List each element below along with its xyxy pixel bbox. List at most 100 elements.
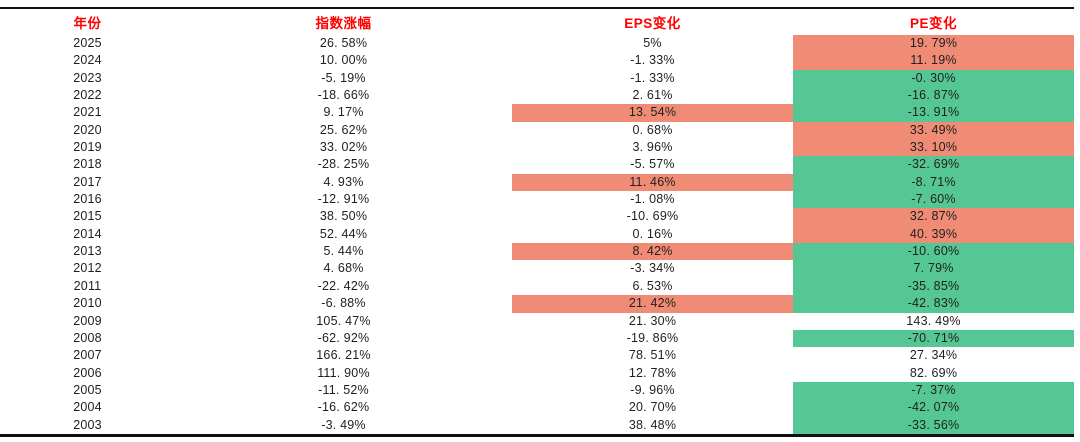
index-change-cell: -62. 92% bbox=[317, 330, 370, 345]
index-change-cell: 4. 68% bbox=[323, 261, 364, 276]
index-change-cell: 9. 17% bbox=[323, 105, 364, 120]
pe-change-cell: 19. 79% bbox=[793, 35, 1074, 53]
pe-change-cell: 82. 69% bbox=[909, 365, 958, 380]
eps-change-cell: 0. 68% bbox=[632, 122, 673, 137]
pe-change-cell: 11. 19% bbox=[793, 52, 1074, 70]
index-change-cell: -22. 42% bbox=[317, 278, 370, 293]
year-cell: 2017 bbox=[73, 174, 102, 189]
index-change-cell: 105. 47% bbox=[316, 313, 371, 328]
year-cell: 2024 bbox=[73, 53, 102, 68]
index-change-cell: -12. 91% bbox=[317, 192, 370, 207]
eps-change-cell: 38. 48% bbox=[628, 417, 677, 432]
index-change-cell: -5. 19% bbox=[321, 70, 366, 85]
eps-change-cell: 0. 16% bbox=[632, 226, 673, 241]
pe-change-cell: -42. 07% bbox=[793, 399, 1074, 417]
table-row: 2005 -11. 52% -9. 96% -7. 37% bbox=[0, 381, 1074, 400]
pe-change-cell: -13. 91% bbox=[793, 104, 1074, 122]
year-cell: 2006 bbox=[73, 365, 102, 380]
table-row: 2022 -18. 66% 2. 61% -16. 87% bbox=[0, 87, 1074, 105]
index-change-cell: -18. 66% bbox=[317, 88, 370, 103]
table-row: 2013 5. 44% 8. 42% -10. 60% bbox=[0, 243, 1074, 261]
pe-change-cell: -16. 87% bbox=[793, 87, 1074, 105]
eps-change-cell: 2. 61% bbox=[632, 88, 673, 103]
year-cell: 2009 bbox=[73, 313, 102, 328]
index-change-cell: -6. 88% bbox=[321, 296, 366, 311]
eps-change-cell: -9. 96% bbox=[630, 382, 675, 397]
pe-change-cell: 7. 79% bbox=[793, 260, 1074, 278]
pe-change-cell: -7. 60% bbox=[793, 191, 1074, 209]
table-row: 2018 -28. 25% -5. 57% -32. 69% bbox=[0, 156, 1074, 174]
table-row: 2006 111. 90% 12. 78% 82. 69% bbox=[0, 365, 1074, 382]
eps-change-cell: -3. 34% bbox=[630, 261, 675, 276]
index-change-cell: 52. 44% bbox=[319, 226, 368, 241]
eps-change-cell: -1. 33% bbox=[630, 70, 675, 85]
year-cell: 2008 bbox=[73, 330, 102, 345]
pe-change-cell: -35. 85% bbox=[793, 277, 1074, 296]
year-cell: 2020 bbox=[73, 122, 102, 137]
index-change-cell: 33. 02% bbox=[319, 140, 368, 155]
index-change-cell: 4. 93% bbox=[323, 174, 364, 189]
eps-change-cell: 21. 42% bbox=[512, 295, 793, 313]
table-row: 2010 -6. 88% 21. 42% -42. 83% bbox=[0, 295, 1074, 313]
table-row: 2008 -62. 92% -19. 86% -70. 71% bbox=[0, 329, 1074, 348]
eps-change-cell: 78. 51% bbox=[628, 348, 677, 363]
eps-change-cell: -5. 57% bbox=[630, 157, 675, 172]
pe-change-cell: -32. 69% bbox=[793, 156, 1074, 174]
eps-change-cell: -19. 86% bbox=[626, 330, 679, 345]
pe-change-cell: 33. 49% bbox=[793, 121, 1074, 140]
table-row: 2019 33. 02% 3. 96% 33. 10% bbox=[0, 139, 1074, 157]
eps-change-cell: -1. 33% bbox=[630, 53, 675, 68]
table-row: 2021 9. 17% 13. 54% -13. 91% bbox=[0, 104, 1074, 122]
year-cell: 2014 bbox=[73, 226, 102, 241]
table-header: 年份 指数涨幅 EPS变化 PE变化 bbox=[0, 9, 1074, 35]
table-row: 2012 4. 68% -3. 34% 7. 79% bbox=[0, 260, 1074, 278]
table-row: 2017 4. 93% 11. 46% -8. 71% bbox=[0, 173, 1074, 192]
column-header-year: 年份 bbox=[73, 16, 102, 31]
index-change-cell: -3. 49% bbox=[321, 417, 366, 432]
eps-change-cell: 21. 30% bbox=[628, 313, 677, 328]
year-cell: 2011 bbox=[73, 278, 102, 293]
eps-change-cell: 3. 96% bbox=[632, 140, 673, 155]
table-row: 2004 -16. 62% 20. 70% -42. 07% bbox=[0, 399, 1074, 417]
pe-change-cell: 40. 39% bbox=[793, 225, 1074, 244]
index-change-cell: 111. 90% bbox=[317, 365, 370, 380]
index-change-cell: 38. 50% bbox=[319, 209, 368, 224]
year-cell: 2004 bbox=[73, 400, 102, 415]
pe-change-cell: -8. 71% bbox=[793, 173, 1074, 192]
year-cell: 2023 bbox=[73, 70, 102, 85]
table-row: 2023 -5. 19% -1. 33% -0. 30% bbox=[0, 69, 1074, 88]
year-cell: 2013 bbox=[73, 244, 102, 259]
pe-change-cell: -33. 56% bbox=[793, 416, 1074, 434]
eps-change-cell: 13. 54% bbox=[512, 104, 793, 122]
pe-change-cell: 32. 87% bbox=[793, 208, 1074, 226]
eps-change-cell: 8. 42% bbox=[512, 243, 793, 261]
year-cell: 2005 bbox=[73, 382, 102, 397]
year-cell: 2003 bbox=[73, 417, 102, 432]
table-row: 2024 10. 00% -1. 33% 11. 19% bbox=[0, 52, 1074, 70]
index-change-cell: 26. 58% bbox=[319, 36, 368, 50]
pe-change-cell: 143. 49% bbox=[906, 313, 961, 328]
eps-change-cell: 5% bbox=[643, 36, 662, 50]
index-change-cell: -11. 52% bbox=[318, 382, 369, 397]
data-table-container: 年份 指数涨幅 EPS变化 PE变化 2025 26. 58% 5% 19. 79% 2… bbox=[0, 7, 1074, 437]
index-change-cell: -16. 62% bbox=[317, 400, 370, 415]
table-row: 2016 -12. 91% -1. 08% -7. 60% bbox=[0, 191, 1074, 209]
column-header-pe: PE变化 bbox=[909, 16, 957, 31]
pe-change-cell: -0. 30% bbox=[793, 69, 1074, 88]
eps-change-cell: -10. 69% bbox=[626, 209, 679, 224]
pe-change-cell: -42. 83% bbox=[793, 295, 1074, 313]
table-row: 2020 25. 62% 0. 68% 33. 49% bbox=[0, 121, 1074, 140]
index-change-cell: 5. 44% bbox=[323, 244, 364, 259]
column-header-index: 指数涨幅 bbox=[315, 16, 372, 31]
index-change-cell: -28. 25% bbox=[317, 157, 370, 172]
pe-change-cell: 27. 34% bbox=[909, 348, 958, 363]
table-row: 2011 -22. 42% 6. 53% -35. 85% bbox=[0, 277, 1074, 296]
year-cell: 2016 bbox=[73, 192, 102, 207]
pe-change-cell: -7. 37% bbox=[793, 381, 1074, 400]
index-change-cell: 10. 00% bbox=[319, 53, 368, 68]
eps-change-cell: 12. 78% bbox=[628, 365, 677, 380]
year-cell: 2021 bbox=[73, 105, 102, 120]
table-row: 2009 105. 47% 21. 30% 143. 49% bbox=[0, 313, 1074, 330]
year-cell: 2025 bbox=[73, 36, 102, 50]
column-header-eps: EPS变化 bbox=[624, 16, 681, 31]
